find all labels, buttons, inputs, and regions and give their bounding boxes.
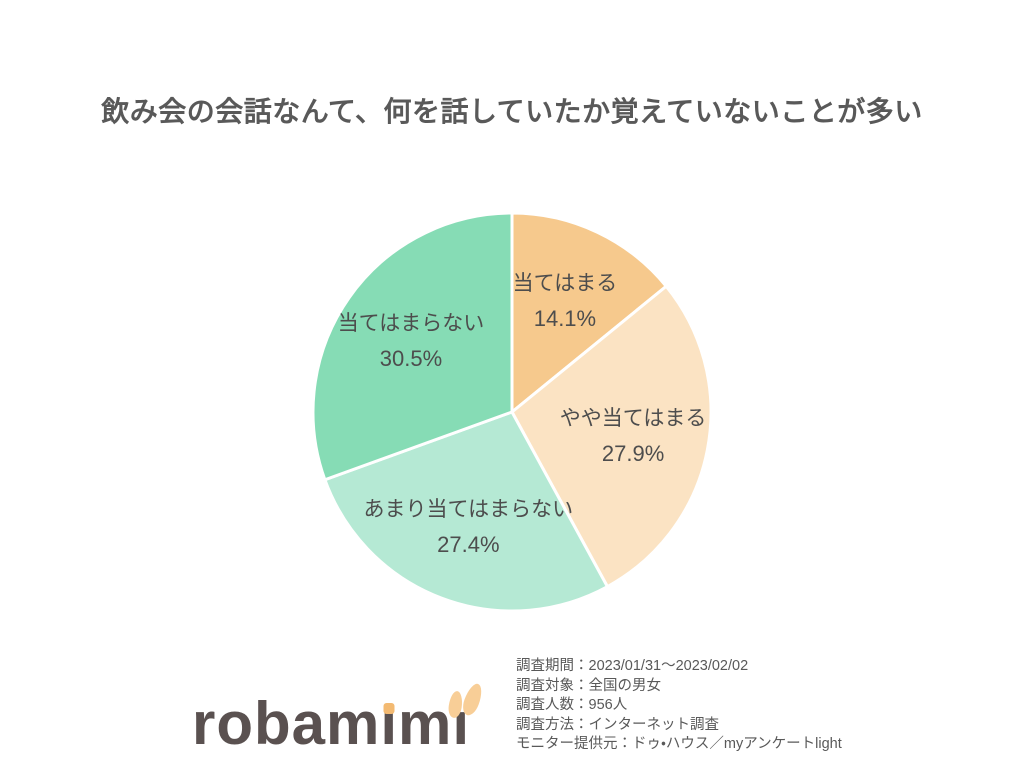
logo-letter-i-orange-dot: ı — [380, 690, 399, 757]
pie-slice-3 — [311, 211, 514, 482]
logo-text-part: m — [398, 690, 453, 757]
robamimi-logo: robamımı — [192, 694, 470, 754]
survey-info: 調査期間：2023/01/31～2023/02/02 調査対象：全国の男女 調査人数… — [516, 657, 842, 755]
survey-info-line: 調査期間：2023/01/31～2023/02/02 — [516, 658, 749, 674]
logo-letter-i-donkey-ears-icon: ı — [452, 690, 471, 757]
survey-info-line: モニター提供元：ドゥ・ハウス／myアンケートlight — [516, 736, 842, 752]
pie-slice-1 — [510, 284, 713, 589]
pie-slice-2 — [323, 410, 609, 613]
survey-info-line: 調査対象：全国の男女 — [516, 677, 661, 694]
survey-info-line: 調査人数：956人 — [516, 697, 628, 713]
survey-info-line: 調査方法：インターネット調査 — [516, 716, 719, 733]
chart-title: 飲み会の会話なんて、何を話していたか覚えていないことが多い — [101, 96, 923, 127]
logo-text-part: robam — [192, 690, 381, 757]
pie-slice-0 — [510, 211, 668, 414]
